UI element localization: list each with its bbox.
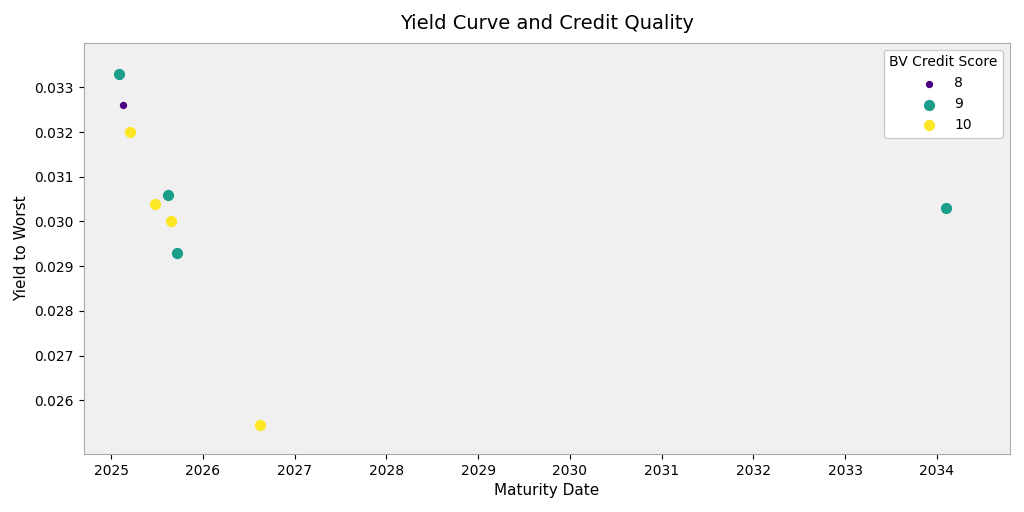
Point (160, 190, 176, 199)
Title: Yield Curve and Credit Quality: Yield Curve and Credit Quality (400, 14, 694, 33)
Point (163, 218, 179, 226)
Point (169, 249, 185, 257)
Legend: 8, 9, 10: 8, 9, 10 (884, 50, 1004, 138)
X-axis label: Maturity Date: Maturity Date (495, 483, 599, 498)
Point (938, 204, 954, 212)
Point (121, 128, 137, 136)
Point (147, 200, 164, 208)
Y-axis label: Yield to Worst: Yield to Worst (14, 196, 29, 301)
Point (115, 101, 131, 110)
Point (252, 421, 268, 429)
Point (111, 70, 127, 78)
